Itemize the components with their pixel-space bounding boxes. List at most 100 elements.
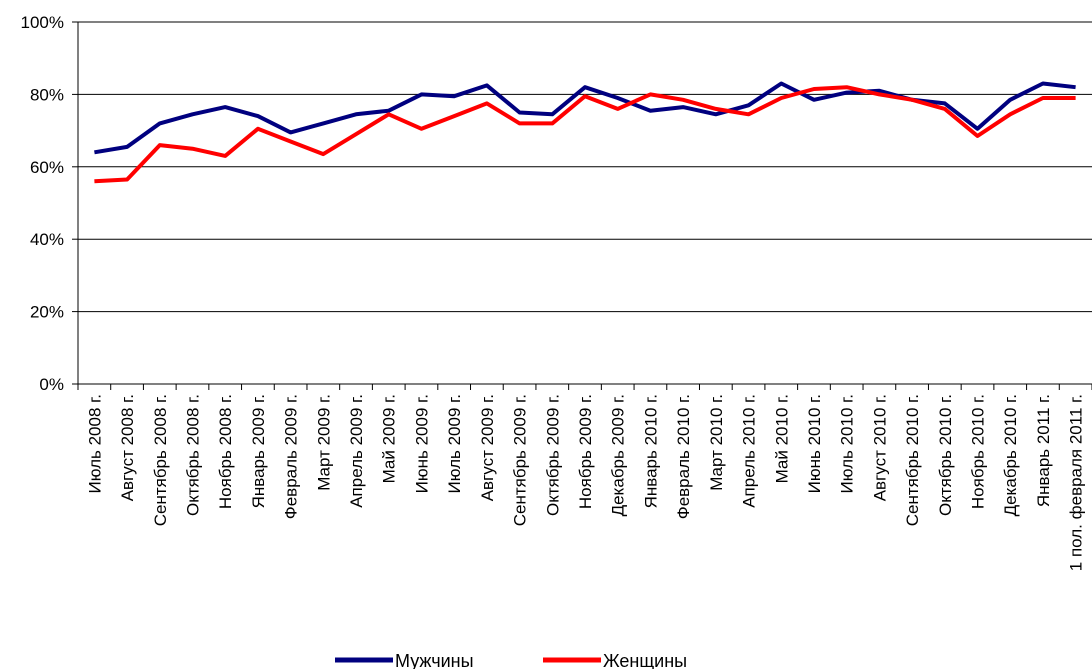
data-point <box>714 107 717 110</box>
data-point <box>93 180 96 183</box>
x-tick-label: Январь 2010 г. <box>641 394 660 508</box>
data-point <box>911 98 914 101</box>
data-point <box>256 127 259 130</box>
data-point <box>714 113 717 116</box>
data-point <box>322 122 325 125</box>
data-point <box>256 115 259 118</box>
data-point <box>943 107 946 110</box>
x-tick-label: Ноябрь 2010 г. <box>969 394 988 509</box>
data-point <box>747 113 750 116</box>
x-tick-label: Март 2009 г. <box>314 394 333 491</box>
data-point <box>485 102 488 105</box>
data-point <box>1041 97 1044 100</box>
data-point <box>878 93 881 96</box>
data-point <box>158 122 161 125</box>
data-point <box>191 147 194 150</box>
x-tick-label: Апрель 2010 г. <box>740 394 759 508</box>
data-point <box>387 109 390 112</box>
axes <box>72 21 1092 390</box>
data-point <box>584 95 587 98</box>
x-tick-label: Апрель 2009 г. <box>347 394 366 508</box>
data-point <box>943 102 946 105</box>
data-point <box>518 122 521 125</box>
x-tick-label: Ноябрь 2008 г. <box>216 394 235 509</box>
x-tick-label: Май 2010 г. <box>772 394 791 483</box>
data-point <box>1009 98 1012 101</box>
data-point <box>649 109 652 112</box>
data-point <box>976 135 979 138</box>
data-point <box>1009 113 1012 116</box>
data-point <box>126 145 129 148</box>
x-tick-label: Ноябрь 2009 г. <box>576 394 595 509</box>
data-point <box>812 87 815 90</box>
data-point <box>1074 86 1077 89</box>
grid-lines <box>78 21 1092 313</box>
data-point <box>158 144 161 147</box>
data-point <box>1074 97 1077 100</box>
data-point <box>845 91 848 94</box>
legend-label-1: Мужчины <box>395 651 474 669</box>
data-point <box>420 127 423 130</box>
data-point <box>551 113 554 116</box>
x-tick-label: Июнь 2010 г. <box>805 394 824 493</box>
y-tick-label: 60% <box>30 158 64 177</box>
data-point <box>780 97 783 100</box>
data-point <box>224 106 227 109</box>
x-tick-label: Январь 2011 г. <box>1034 394 1053 507</box>
x-tick-label: Август 2009 г. <box>478 394 497 501</box>
data-point <box>616 97 619 100</box>
legend-label-2: Женщины <box>603 651 687 669</box>
data-point <box>355 113 358 116</box>
x-tick-label: Июль 2010 г. <box>838 394 857 494</box>
x-tick-label: Октябрь 2010 г. <box>936 394 955 516</box>
y-tick-label: 40% <box>30 230 64 249</box>
x-tick-label: Март 2010 г. <box>707 394 726 491</box>
x-tick-label: Июнь 2009 г. <box>412 394 431 493</box>
data-point <box>682 106 685 109</box>
data-point <box>420 93 423 96</box>
data-point <box>584 86 587 89</box>
data-point <box>289 131 292 134</box>
x-tick-label: 1 пол. февраля 2011 г. <box>1067 394 1086 571</box>
data-point <box>780 82 783 85</box>
x-tick-label: Декабрь 2009 г. <box>609 394 628 516</box>
data-point <box>649 93 652 96</box>
data-point <box>322 153 325 156</box>
data-point <box>812 98 815 101</box>
data-point <box>453 95 456 98</box>
data-point <box>355 133 358 136</box>
x-tick-label: Сентябрь 2008 г. <box>151 394 170 526</box>
x-tick-label: Август 2010 г. <box>870 394 889 501</box>
data-point <box>387 113 390 116</box>
x-tick-label: Январь 2009 г. <box>249 394 268 508</box>
x-tick-label: Октябрь 2009 г. <box>543 394 562 516</box>
data-point <box>845 86 848 89</box>
x-tick-label: Февраль 2009 г. <box>282 394 301 519</box>
y-tick-label: 100% <box>21 13 64 32</box>
data-point <box>616 107 619 110</box>
x-tick-label: Май 2009 г. <box>380 394 399 483</box>
data-point <box>191 113 194 116</box>
data-point <box>224 154 227 157</box>
data-point <box>747 104 750 107</box>
x-tick-label: Август 2008 г. <box>118 394 137 501</box>
data-point <box>289 140 292 143</box>
data-point <box>878 89 881 92</box>
x-tick-label: Июль 2009 г. <box>445 394 464 494</box>
y-tick-label: 80% <box>30 85 64 104</box>
data-point <box>518 111 521 114</box>
y-tick-label: 0% <box>39 375 64 394</box>
series-lines <box>93 81 1077 184</box>
data-point <box>126 178 129 181</box>
data-point <box>551 122 554 125</box>
legend: Мужчины Женщины <box>335 651 687 669</box>
x-tick-label: Декабрь 2010 г. <box>1001 394 1020 516</box>
x-tick-label: Сентябрь 2010 г. <box>903 394 922 526</box>
x-tick-label: Октябрь 2008 г. <box>183 394 202 516</box>
series-line-2 <box>94 85 1076 184</box>
x-tick-label: Июль 2008 г. <box>85 394 104 494</box>
data-point <box>1041 82 1044 85</box>
data-point <box>453 115 456 118</box>
